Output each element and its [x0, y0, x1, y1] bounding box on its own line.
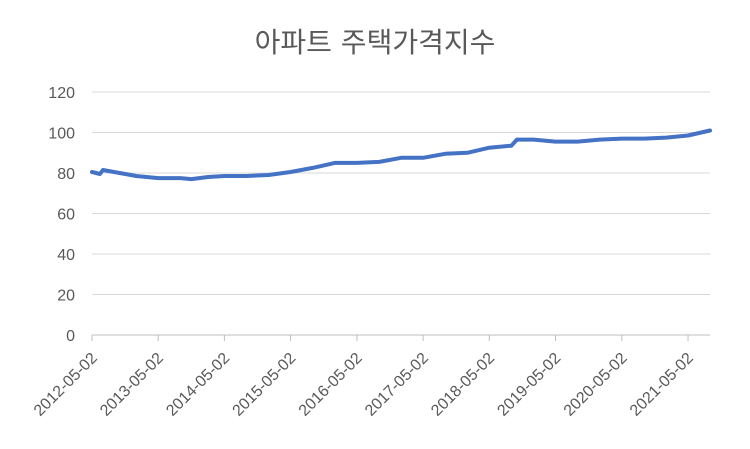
y-tick-label: 20	[57, 288, 75, 305]
x-tick-label: 2014-05-02	[163, 350, 233, 420]
y-axis-tick-labels: 0 20 40 60 80 100 120	[48, 85, 75, 345]
x-tick-label: 2017-05-02	[362, 350, 432, 420]
y-tick-label: 80	[57, 166, 75, 183]
x-tick-label: 2021-05-02	[627, 350, 697, 420]
x-tick-label: 2012-05-02	[31, 350, 101, 420]
x-tick-label: 2020-05-02	[561, 350, 631, 420]
x-tick-label: 2018-05-02	[428, 350, 498, 420]
x-tick-label: 2019-05-02	[494, 350, 564, 420]
x-tick-label: 2013-05-02	[97, 350, 167, 420]
y-tick-label: 100	[48, 126, 75, 143]
gridlines	[91, 91, 710, 341]
x-axis-tick-labels: 2012-05-022013-05-022014-05-022015-05-02…	[31, 350, 697, 420]
chart-title: 아파트 주택가격지수	[255, 26, 496, 59]
x-tick-label: 2015-05-02	[230, 350, 300, 420]
series-line	[90, 128, 712, 182]
y-tick-label: 120	[48, 85, 75, 102]
y-tick-label: 60	[57, 207, 75, 224]
x-tick-label: 2016-05-02	[296, 350, 366, 420]
y-tick-label: 0	[66, 328, 75, 345]
series-layer	[90, 128, 712, 182]
y-tick-label: 40	[57, 247, 75, 264]
